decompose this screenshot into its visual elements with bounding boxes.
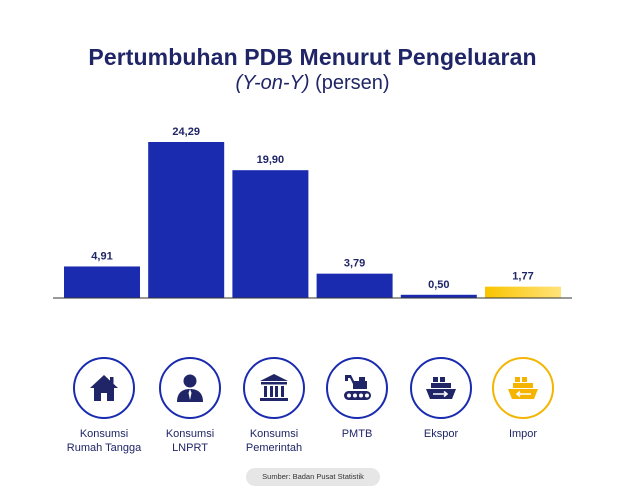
category-label: Konsumsi Rumah Tangga bbox=[66, 428, 142, 454]
category-konsumsi-rumah-tangga: Konsumsi Rumah Tangga bbox=[54, 357, 154, 455]
chart-title: Pertumbuhan PDB Menurut Pengeluaran bbox=[88, 44, 537, 70]
category-konsumsi-pemerintah: Konsumsi Pemerintah bbox=[224, 357, 324, 455]
person-icon bbox=[177, 374, 203, 402]
cargo-ship-export-icon bbox=[426, 377, 456, 399]
source-badge: Sumber: Badan Pusat Statistik bbox=[246, 468, 380, 486]
data-label-5: 1,77 bbox=[512, 271, 533, 283]
icon-circle bbox=[326, 357, 388, 419]
category-impor: Impor bbox=[473, 357, 573, 441]
data-label-2: 19,90 bbox=[257, 154, 285, 166]
category-icon-row: Konsumsi Rumah Tangga Konsumsi LNPRT Konsu bbox=[0, 357, 625, 457]
bar-4 bbox=[400, 294, 477, 298]
data-label-0: 4,91 bbox=[91, 250, 112, 262]
icon-circle-highlight bbox=[492, 357, 554, 419]
chart-subtitle: (Y-on-Y) (persen) bbox=[0, 72, 625, 95]
subtitle-unit: (persen) bbox=[309, 72, 390, 94]
bar-3 bbox=[316, 273, 393, 298]
category-label: PMTB bbox=[341, 428, 373, 440]
data-label-3: 3,79 bbox=[344, 258, 365, 270]
icon-circle bbox=[159, 357, 221, 419]
bar-chart: 4,91 24,29 19,90 3,79 0,50 1,77 bbox=[53, 126, 572, 299]
category-konsumsi-lnprt: Konsumsi LNPRT bbox=[140, 357, 240, 455]
data-label-4: 0,50 bbox=[428, 279, 449, 291]
category-label: Konsumsi LNPRT bbox=[165, 428, 215, 454]
bar-2 bbox=[232, 170, 309, 298]
cargo-ship-import-icon bbox=[508, 377, 538, 399]
category-pmtb: PMTB bbox=[307, 357, 407, 441]
icon-circle bbox=[73, 357, 135, 419]
government-building-icon bbox=[260, 374, 288, 401]
data-label-1: 24,29 bbox=[172, 126, 200, 138]
house-icon bbox=[90, 375, 118, 401]
bar-0 bbox=[64, 266, 140, 298]
category-label: Impor bbox=[508, 428, 538, 440]
icon-circle bbox=[243, 357, 305, 419]
category-label: Ekspor bbox=[423, 428, 459, 440]
excavator-icon bbox=[344, 375, 371, 400]
category-label: Konsumsi Pemerintah bbox=[245, 428, 303, 454]
bar-5 bbox=[485, 286, 561, 298]
subtitle-yoy: (Y-on-Y) bbox=[235, 72, 310, 94]
icon-circle bbox=[410, 357, 472, 419]
category-ekspor: Ekspor bbox=[391, 357, 491, 441]
bar-1 bbox=[148, 142, 225, 298]
